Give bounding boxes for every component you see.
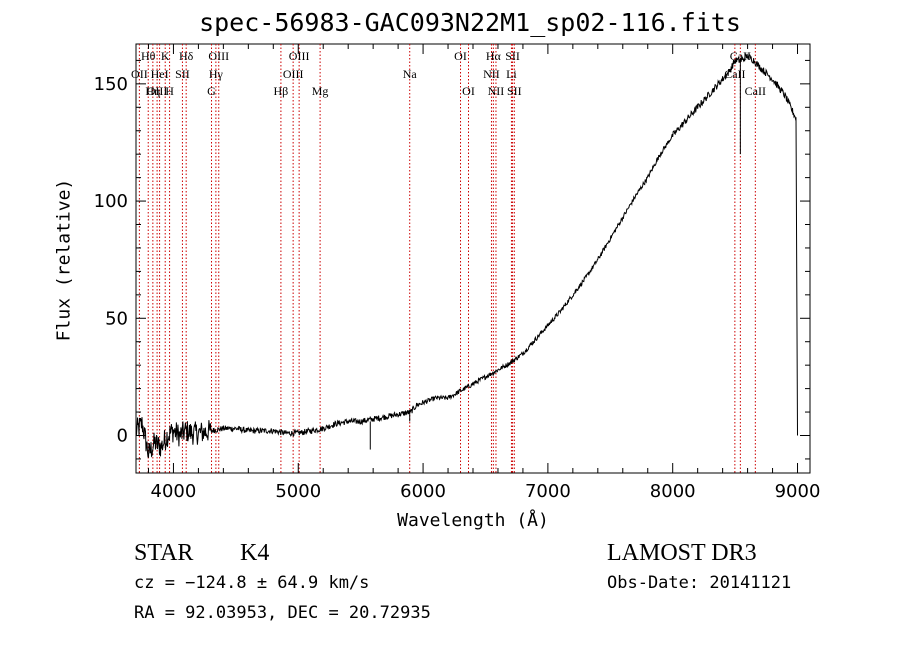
observation-date: Obs-Date: 20141121 [607, 573, 792, 593]
marker-label-17: OI [454, 49, 467, 63]
spectrum-line [135, 52, 798, 459]
marker-label-12: Hβ [274, 84, 289, 98]
marker-label-24: SII [507, 84, 522, 98]
y-tick-label: 150 [94, 74, 128, 95]
marker-label-10: Hγ [209, 67, 224, 81]
x-tick-label: 7000 [525, 481, 571, 502]
marker-label-0: Hθ [141, 49, 156, 63]
marker-label-5: K [161, 49, 170, 63]
marker-label-21: NII [488, 84, 505, 98]
marker-label-1: OII [131, 67, 148, 81]
marker-label-20: NII [483, 67, 500, 81]
y-tick-label: 100 [94, 191, 128, 212]
marker-label-18: OI [462, 84, 475, 98]
marker-label-7: SII [175, 67, 190, 81]
marker-label-2: OIII [147, 84, 168, 98]
y-tick-label: 0 [117, 425, 128, 446]
x-tick-label: 6000 [400, 481, 446, 502]
y-tick-label: 50 [105, 308, 128, 329]
spectrum-series [135, 52, 798, 459]
marker-label-14: OIII [283, 67, 304, 81]
axis-ticks: 4000 5000 6000 7000 8000 9000 0 50 100 150 [94, 44, 821, 502]
marker-label-16: Na [403, 67, 418, 81]
object-subclass: K4 [240, 540, 270, 566]
marker-label-6: H [165, 84, 174, 98]
redshift-velocity: cz = −124.8 ± 64.9 km/s [134, 573, 370, 593]
ra-dec-coordinates: RA = 92.03953, DEC = 20.72935 [134, 603, 431, 623]
x-axis-label: Wavelength (Å) [397, 510, 549, 531]
marker-label-27: CaII [745, 84, 766, 98]
line-markers [138, 44, 756, 473]
marker-label-4: HeI [151, 67, 169, 81]
marker-label-15: Mg [312, 84, 329, 98]
marker-label-19: Hα [486, 49, 502, 63]
x-tick-label: 8000 [650, 481, 696, 502]
marker-label-3: Hη [145, 84, 160, 98]
survey-name: LAMOST DR3 [607, 540, 757, 566]
x-tick-label: 4000 [151, 481, 197, 502]
marker-label-22: SII [505, 49, 520, 63]
marker-label-13: OIII [289, 49, 310, 63]
marker-label-11: G [207, 84, 216, 98]
y-axis-label: Flux (relative) [53, 178, 75, 342]
marker-label-25: CaII [730, 49, 751, 63]
marker-label-23: Li [506, 67, 517, 81]
marker-label-26: CaII [724, 67, 745, 81]
x-tick-label: 5000 [275, 481, 321, 502]
plot-frame [135, 43, 811, 474]
chart-title: spec-56983-GAC093N22M1_sp02-116.fits [199, 8, 741, 37]
marker-label-9: OIII [208, 49, 229, 63]
marker-label-8: Hδ [179, 49, 194, 63]
object-class: STAR [134, 540, 194, 566]
x-tick-label: 9000 [775, 481, 821, 502]
